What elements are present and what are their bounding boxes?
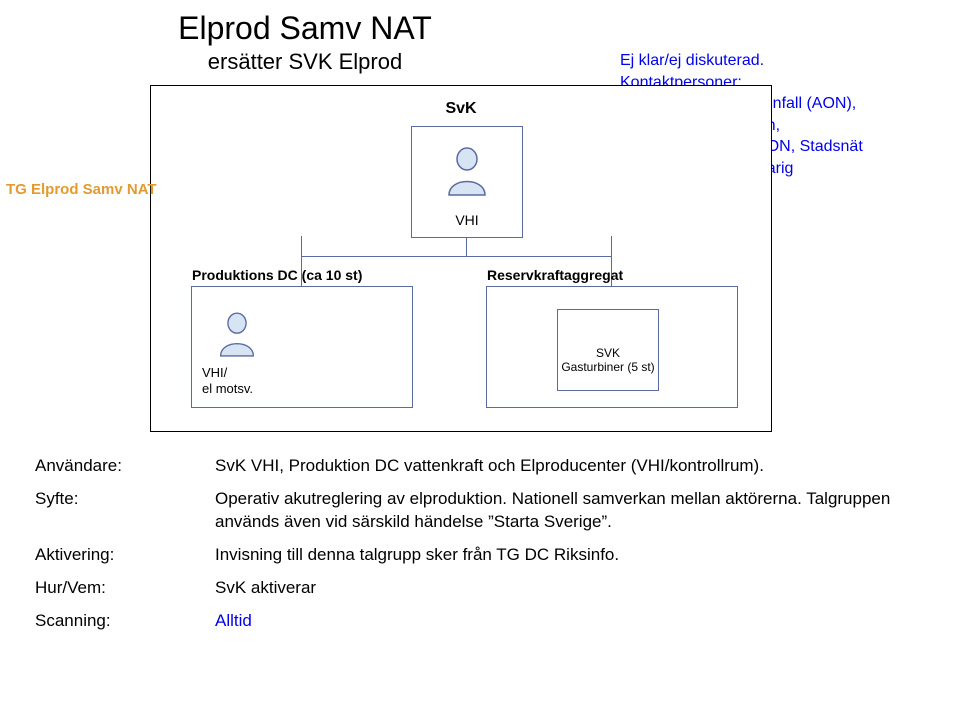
diagram-frame: SvK TG Elprod Samv NAT VHI Produktions D…	[150, 85, 772, 432]
title-block: Elprod Samv NAT ersätter SVK Elprod	[0, 10, 610, 75]
table-row: Användare: SvK VHI, Produktion DC vatten…	[35, 455, 930, 478]
person-icon	[445, 147, 489, 197]
table-row: Scanning: Alltid	[35, 610, 930, 633]
vhi-label: VHI	[412, 212, 522, 228]
row-label: Aktivering:	[35, 544, 215, 567]
table-row: Syfte: Operativ akutreglering av elprodu…	[35, 488, 930, 534]
row-value: Invisning till denna talgrupp sker från …	[215, 544, 930, 567]
row-label: Scanning:	[35, 610, 215, 633]
row-value: Operativ akutreglering av elproduktion. …	[215, 488, 930, 534]
row-value: SvK VHI, Produktion DC vattenkraft och E…	[215, 455, 930, 478]
turbine-label: SVK Gasturbiner (5 st)	[558, 346, 658, 375]
production-title: Produktions DC (ca 10 st)	[192, 267, 362, 283]
row-label: Hur/Vem:	[35, 577, 215, 600]
text: VHI/	[202, 365, 227, 380]
row-label: Användare:	[35, 455, 215, 478]
table-row: Aktivering: Invisning till denna talgrup…	[35, 544, 930, 567]
production-label: VHI/ el motsv.	[202, 365, 253, 396]
text: Gasturbiner (5 st)	[561, 360, 654, 374]
person-icon	[217, 312, 257, 358]
row-label: Syfte:	[35, 488, 215, 511]
page-title: Elprod Samv NAT	[0, 10, 610, 47]
reserve-title: Reservkraftaggregat	[487, 267, 623, 283]
text: SVK	[596, 346, 620, 360]
table-row: Hur/Vem: SvK aktiverar	[35, 577, 930, 600]
svk-title: SvK	[151, 100, 771, 118]
production-box: Produktions DC (ca 10 st) VHI/ el motsv.	[191, 286, 413, 408]
info-table: Användare: SvK VHI, Produktion DC vatten…	[35, 455, 930, 643]
link-line	[301, 256, 612, 257]
vhi-box: VHI	[411, 126, 523, 238]
row-value: SvK aktiverar	[215, 577, 930, 600]
row-value: Alltid	[215, 610, 930, 633]
turbine-box: SVK Gasturbiner (5 st)	[557, 309, 659, 391]
text: el motsv.	[202, 381, 253, 396]
note-line: Ej klar/ej diskuterad.	[620, 50, 940, 72]
page-subtitle: ersätter SVK Elprod	[0, 49, 610, 75]
reserve-box: Reservkraftaggregat SVK Gasturbiner (5 s…	[486, 286, 738, 408]
link-line	[466, 236, 467, 257]
tg-label: TG Elprod Samv NAT	[6, 181, 157, 198]
